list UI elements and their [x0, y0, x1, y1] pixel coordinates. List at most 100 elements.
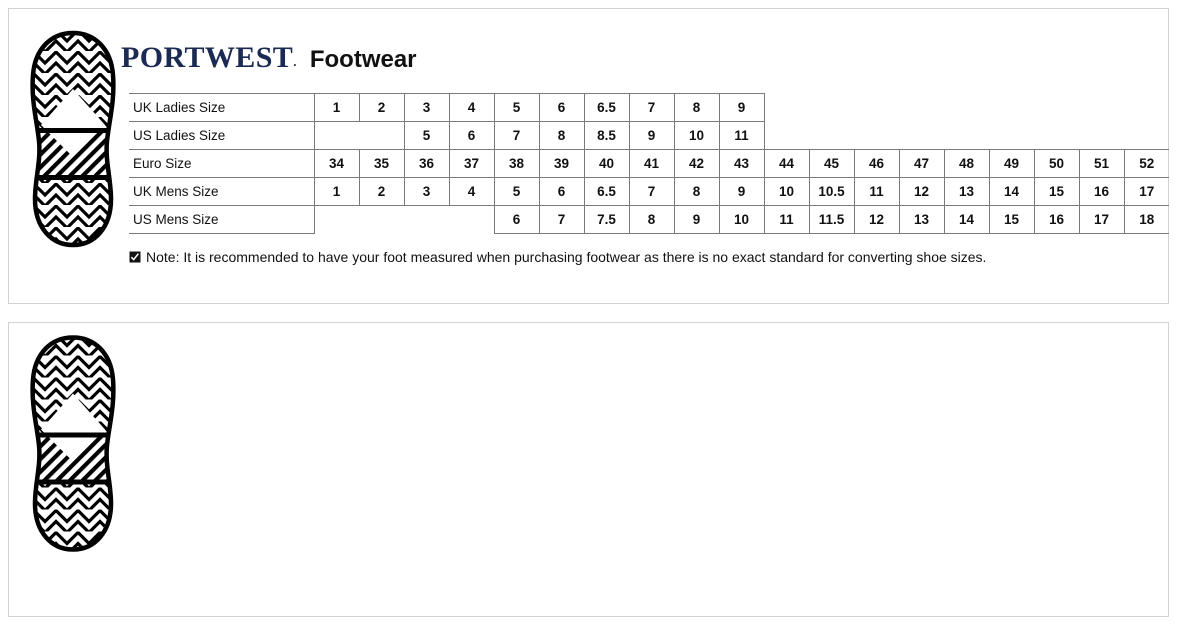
table-cell: 6	[538, 93, 585, 122]
portwest-panel: PORTWEST. Footwear UK Ladies Size 1 2 3 4 5 6 6…	[8, 8, 1169, 304]
table-cell: 10	[718, 205, 765, 234]
table-cell: 9	[718, 177, 765, 206]
table-cell: 8.5	[583, 121, 630, 150]
table-cell: 6	[538, 177, 585, 206]
checked-box-icon	[129, 251, 141, 263]
shoe-sole-icon	[23, 29, 123, 249]
table-cell	[404, 205, 449, 234]
table-cell: 16	[1033, 205, 1080, 234]
table-row: UK Mens Size 1 2 3 4 5 6 6.5 7 8 9 10 10.5 11 12 13 14 15…	[129, 177, 1169, 206]
table-cell: 11	[853, 177, 900, 206]
portwest-subtitle: Footwear	[309, 46, 417, 73]
table-cell: 15	[988, 205, 1035, 234]
table-cell	[989, 121, 1034, 150]
table-cell: 6.5	[583, 93, 630, 122]
portwest-note-text: Note: It is recommended to have your foo…	[146, 249, 987, 265]
table-cell	[1079, 121, 1124, 150]
portwest-note: Note: It is recommended to have your foo…	[129, 249, 986, 265]
table-cell: 4	[448, 93, 495, 122]
table-cell: 43	[718, 149, 765, 178]
table-cell	[1124, 94, 1169, 122]
table-cell: 11.5	[808, 205, 855, 234]
table-cell: 10	[673, 121, 720, 150]
table-cell	[899, 94, 944, 122]
table-cell: 49	[988, 149, 1035, 178]
table-cell	[899, 121, 944, 150]
table-cell	[944, 121, 989, 150]
table-cell: 6.5	[583, 177, 630, 206]
table-cell: 13	[943, 177, 990, 206]
table-cell: 1	[313, 177, 360, 206]
row-label: UK Ladies Size	[129, 93, 315, 122]
table-cell: 2	[358, 177, 405, 206]
table-cell	[314, 205, 359, 234]
table-cell: 41	[628, 149, 675, 178]
portwest-logo-text: PORTWEST	[121, 41, 294, 74]
table-cell: 47	[898, 149, 945, 178]
table-cell: 1	[313, 93, 360, 122]
table-cell: 13	[898, 205, 945, 234]
table-cell: 7	[628, 93, 675, 122]
shoe-sole-icon	[23, 331, 123, 556]
table-cell: 10.5	[808, 177, 855, 206]
table-cell: 44	[763, 149, 810, 178]
table-cell	[1034, 94, 1079, 122]
row-label: US Ladies Size	[129, 121, 315, 150]
table-cell: 5	[403, 121, 450, 150]
table-cell: 9	[718, 93, 765, 122]
table-cell: 7	[628, 177, 675, 206]
table-cell: 5	[493, 93, 540, 122]
table-cell	[763, 121, 809, 150]
table-cell	[989, 94, 1034, 122]
table-cell: 7	[493, 121, 540, 150]
table-cell: 11	[718, 121, 765, 150]
table-cell: 36	[403, 149, 450, 178]
table-cell: 8	[538, 121, 585, 150]
portwest-size-table: UK Ladies Size 1 2 3 4 5 6 6.5 7 8 9 US Ladies Size…	[129, 93, 1169, 234]
portwest-logo: PORTWEST.	[121, 43, 297, 73]
table-cell: 51	[1078, 149, 1125, 178]
table-cell	[854, 121, 899, 150]
table-cell: 17	[1078, 205, 1125, 234]
table-cell: 48	[943, 149, 990, 178]
table-cell: 7	[538, 205, 585, 234]
table-cell: 10	[763, 177, 810, 206]
table-cell	[1124, 121, 1169, 150]
table-cell: 50	[1033, 149, 1080, 178]
table-cell	[359, 205, 404, 234]
table-cell: 16	[1078, 177, 1125, 206]
table-row: UK Ladies Size 1 2 3 4 5 6 6.5 7 8 9	[129, 93, 1169, 122]
table-cell: 5	[493, 177, 540, 206]
table-row: Euro Size 34 35 36 37 38 39 40 41 42 43 44 45 46 47 48 4…	[129, 149, 1169, 178]
table-cell: 17	[1123, 177, 1169, 206]
table-cell: 8	[673, 93, 720, 122]
base-panel: BaSe feel the comfort Footwear FOOT LENG…	[8, 322, 1169, 617]
table-cell: 18	[1123, 205, 1169, 234]
table-cell	[449, 205, 495, 234]
portwest-table-body: UK Ladies Size 1 2 3 4 5 6 6.5 7 8 9 US Ladies Size…	[129, 93, 1169, 234]
table-cell: 3	[403, 93, 450, 122]
table-row: US Ladies Size 5 6 7 8 8.5 9 10 11	[129, 121, 1169, 150]
table-cell	[809, 94, 854, 122]
table-cell: 7.5	[583, 205, 630, 234]
table-cell: 9	[628, 121, 675, 150]
table-cell: 35	[358, 149, 405, 178]
table-cell: 3	[403, 177, 450, 206]
row-label: UK Mens Size	[129, 177, 315, 206]
table-cell	[763, 93, 809, 122]
table-cell: 39	[538, 149, 585, 178]
table-cell: 52	[1123, 149, 1169, 178]
table-cell: 2	[358, 93, 405, 122]
table-cell: 6	[448, 121, 495, 150]
table-cell	[359, 121, 405, 150]
table-cell: 14	[988, 177, 1035, 206]
table-cell: 15	[1033, 177, 1080, 206]
table-cell	[1034, 121, 1079, 150]
row-label: US Mens Size	[129, 205, 315, 234]
table-cell	[1079, 94, 1124, 122]
table-cell: 8	[628, 205, 675, 234]
table-cell: 46	[853, 149, 900, 178]
table-row: US Mens Size 6 7 7.5 8 9 10 11 11.5 12 13 14 15 16 17 1…	[129, 205, 1169, 234]
portwest-brand-header: PORTWEST. Footwear	[121, 43, 417, 73]
table-cell: 42	[673, 149, 720, 178]
